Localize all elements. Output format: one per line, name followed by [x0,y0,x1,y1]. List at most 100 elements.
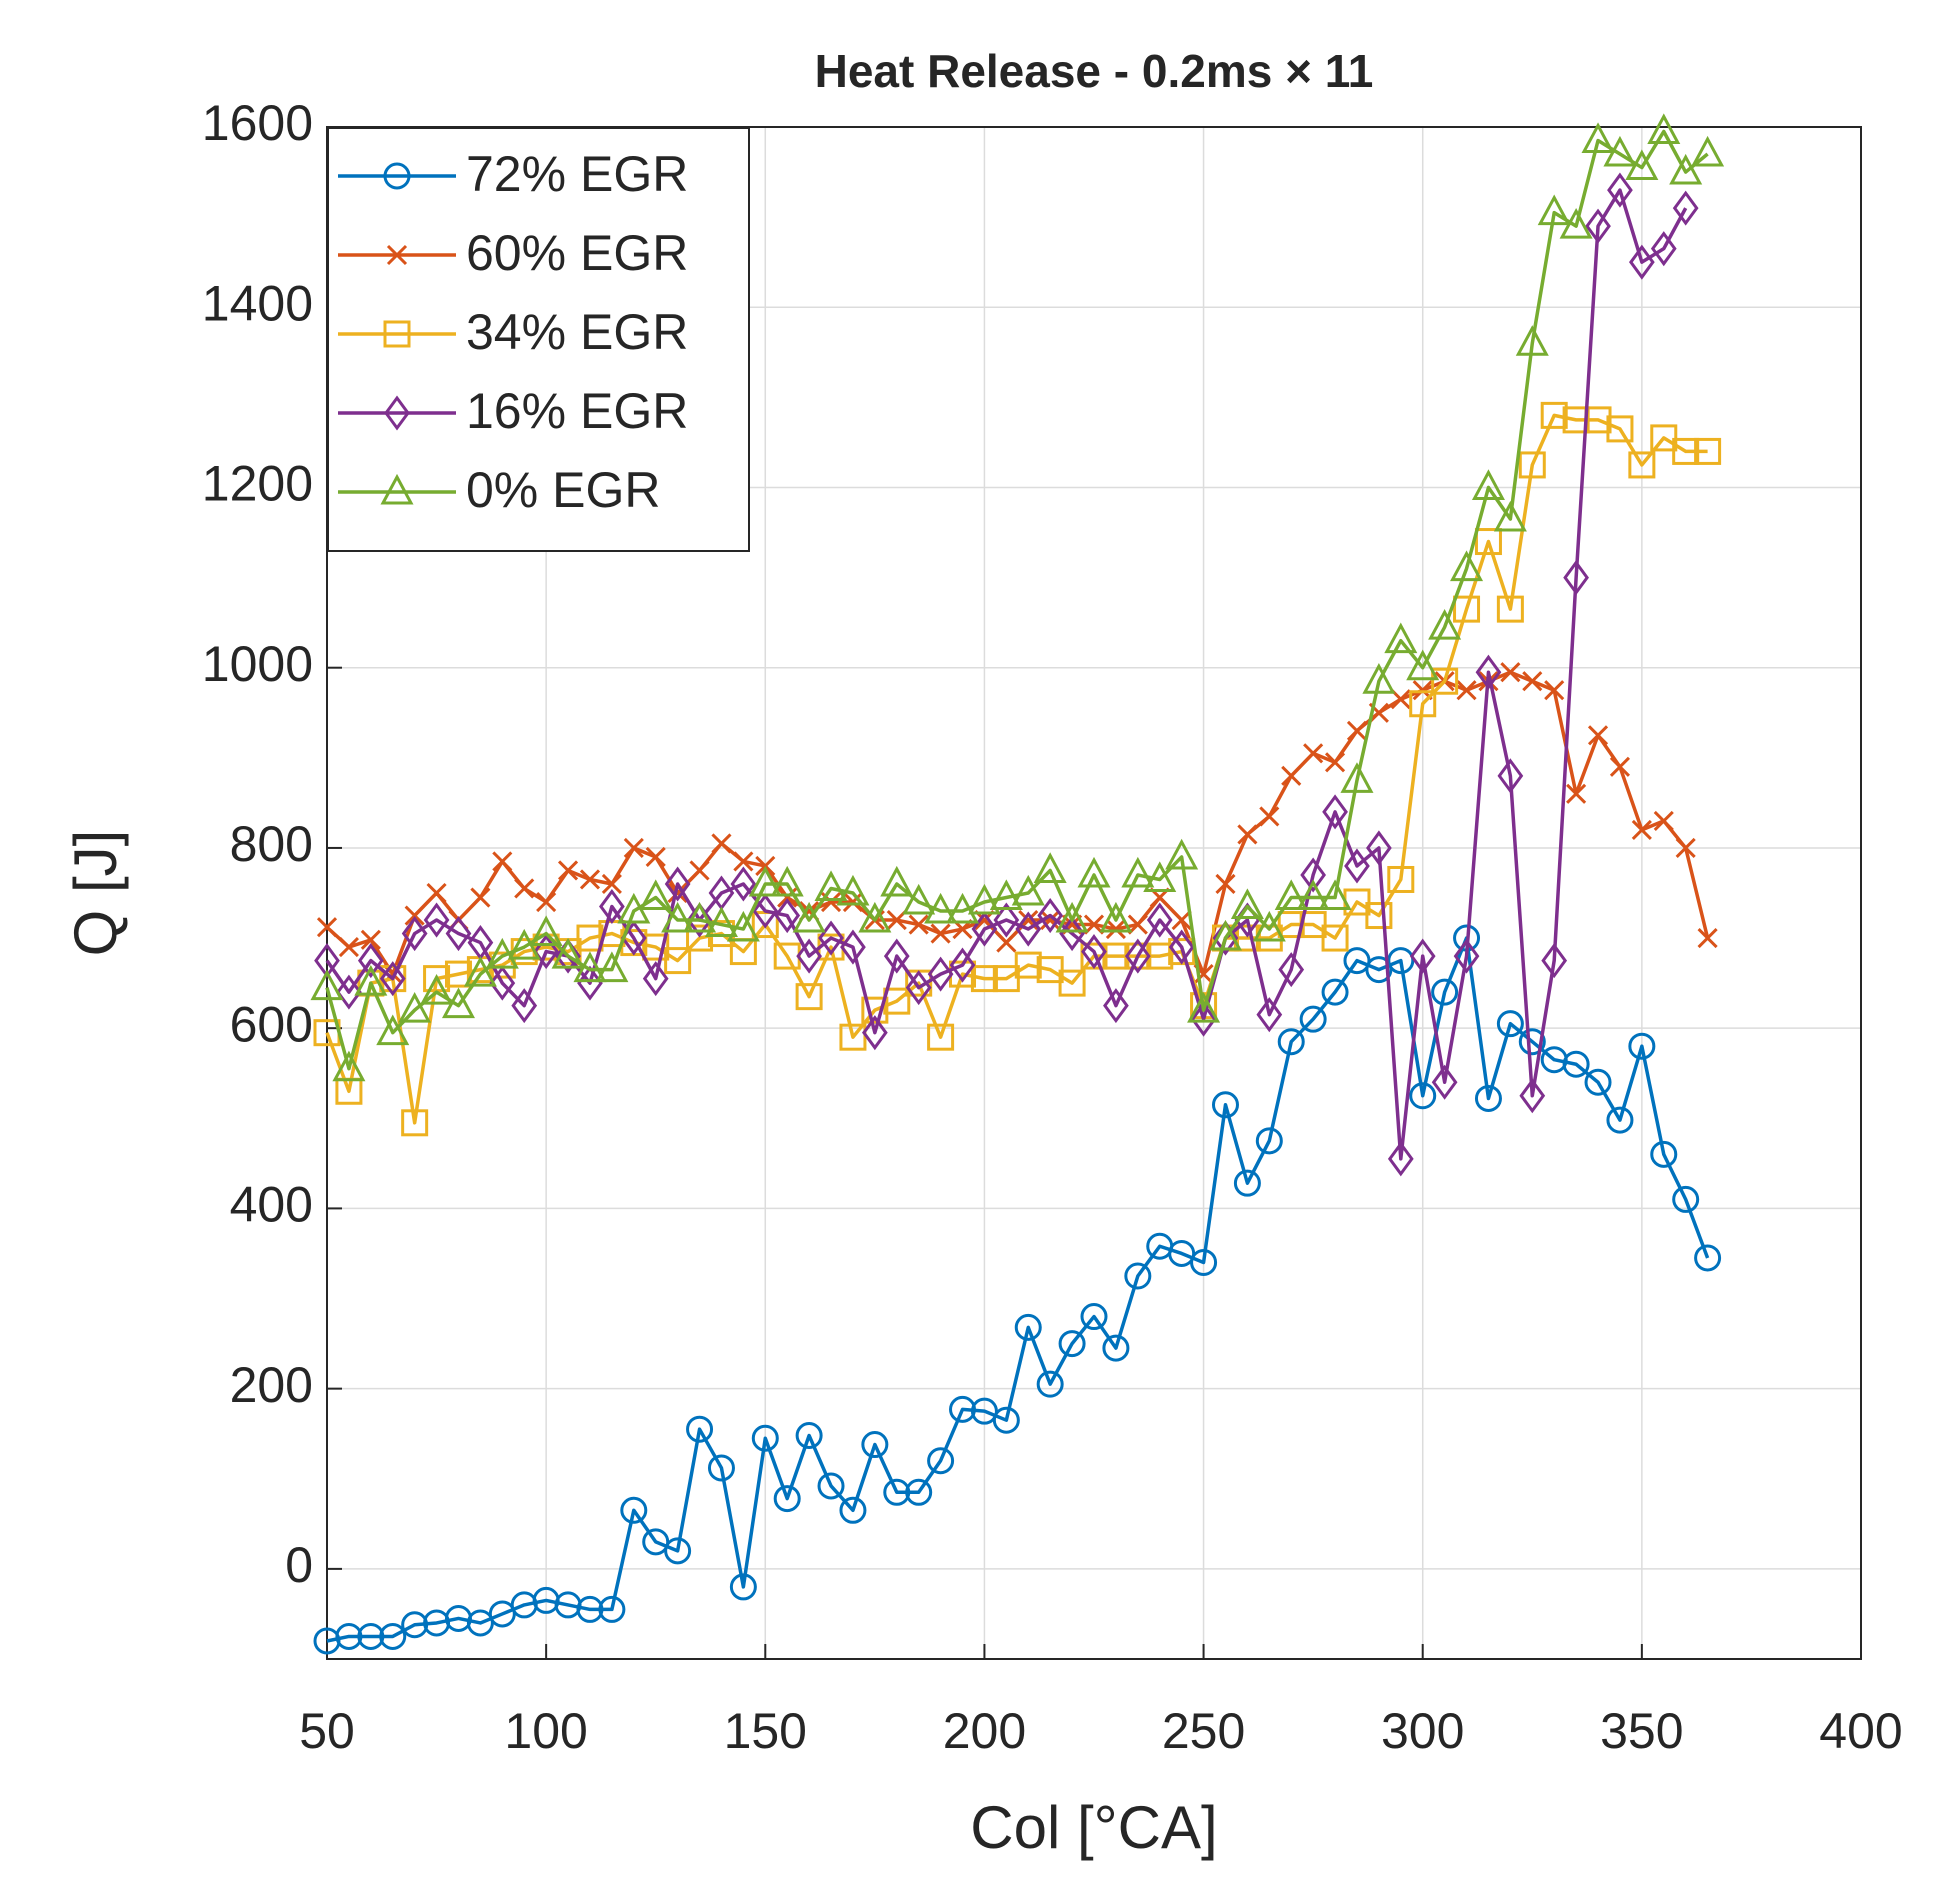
legend-label: 60% EGR [466,225,688,281]
marker [386,244,408,266]
marker [1387,865,1415,893]
marker [1165,838,1199,870]
marker [1496,595,1524,623]
marker [1124,1262,1152,1290]
marker [1587,725,1609,746]
marker [971,911,998,947]
marker [993,902,1020,938]
marker [445,916,472,952]
marker [383,162,411,190]
marker [1121,856,1155,888]
marker [401,916,428,952]
marker [1014,1313,1042,1341]
marker [774,897,801,934]
marker [1211,1091,1239,1119]
marker [1500,662,1521,683]
marker [839,1496,867,1524]
marker [686,1415,714,1443]
marker [1650,424,1678,452]
marker [577,965,603,1001]
marker [1190,1248,1218,1276]
marker [795,1422,823,1450]
y-tick-label: 1200 [202,456,313,512]
marker [748,865,782,897]
marker [905,970,932,1006]
marker [1628,451,1656,479]
marker [1168,929,1195,965]
legend-label: 34% EGR [466,304,688,360]
marker [336,974,362,1010]
x-tick-label: 250 [1162,1703,1245,1759]
marker [707,1454,735,1482]
marker [927,1023,955,1051]
marker [595,951,629,983]
marker [664,947,692,975]
marker [1102,1334,1130,1362]
marker [1697,927,1718,949]
marker [970,965,998,993]
marker [858,901,892,933]
marker [1672,190,1699,226]
marker [1058,969,1086,997]
marker [1237,824,1258,845]
marker [796,938,822,974]
marker [639,879,673,911]
marker [423,902,450,938]
marker [1387,1141,1414,1177]
marker [664,866,691,902]
marker [686,902,713,938]
chart-title: Heat Release - 0.2ms × 11 [815,45,1374,97]
marker [1647,113,1681,145]
marker [1281,765,1302,786]
marker [1215,873,1236,895]
marker [357,1622,385,1650]
marker [1474,1084,1502,1112]
marker [949,947,976,983]
marker [1146,902,1173,938]
marker [1493,500,1527,532]
marker [861,996,889,1024]
marker [1040,909,1061,931]
marker [1011,874,1045,906]
marker [335,1622,363,1650]
marker [579,869,601,890]
x-tick-label: 400 [1819,1703,1902,1759]
legend-label: 0% EGR [466,462,661,518]
marker [536,891,557,913]
marker [1450,550,1484,582]
marker [1055,901,1089,933]
marker [1409,690,1437,718]
marker [733,851,754,872]
marker [379,961,406,997]
marker [1694,437,1722,465]
y-tick-label: 1600 [202,95,313,151]
marker [1059,916,1085,952]
x-tick-label: 150 [724,1703,807,1759]
marker [1274,879,1308,911]
marker [1299,1005,1327,1033]
plot-frame [326,126,1862,1660]
marker [1675,837,1696,859]
marker [1497,758,1524,794]
marker [1014,951,1042,979]
marker [992,1406,1020,1434]
marker [1300,857,1327,893]
marker [661,901,695,933]
marker [1453,595,1481,623]
marker [470,887,491,908]
marker [1143,861,1177,892]
marker [1015,911,1042,947]
y-tick-label: 800 [230,816,313,872]
marker [576,1595,604,1623]
marker [683,901,717,933]
marker [836,874,870,906]
marker [729,1573,757,1601]
marker [1669,153,1703,185]
marker [1124,938,1151,974]
marker [667,882,688,904]
marker [1252,910,1286,942]
marker [1471,469,1505,500]
marker [1515,325,1549,356]
marker [1296,879,1330,911]
marker [1324,752,1346,773]
